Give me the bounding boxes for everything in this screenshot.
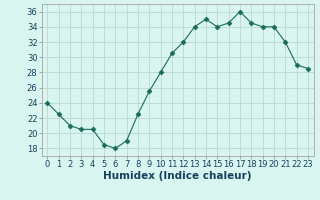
X-axis label: Humidex (Indice chaleur): Humidex (Indice chaleur) <box>103 171 252 181</box>
